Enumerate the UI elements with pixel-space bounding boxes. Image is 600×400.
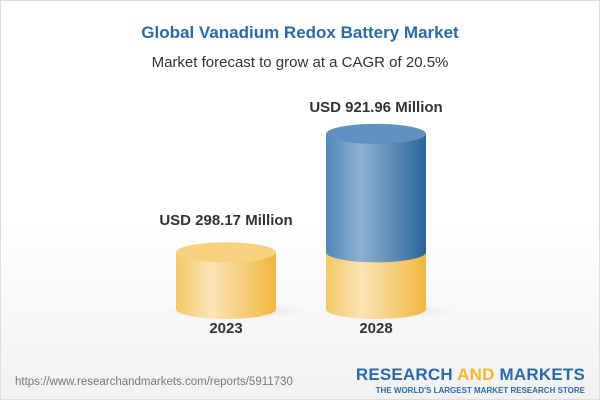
category-label-2023: 2023 bbox=[209, 320, 242, 337]
cylinder-base-2023-top bbox=[176, 242, 276, 263]
source-url[interactable]: https://www.researchandmarkets.com/repor… bbox=[15, 376, 293, 388]
chart-subtitle: Market forecast to grow at a CAGR of 20.… bbox=[151, 54, 449, 71]
chart-title: Global Vanadium Redox Battery Market bbox=[141, 23, 459, 42]
data-label-2028: USD 921.96 Million bbox=[309, 99, 442, 116]
data-label-2023: USD 298.17 Million bbox=[159, 212, 292, 229]
cylinder-growth-2028-body bbox=[326, 133, 426, 263]
cylinder-growth-2028-top bbox=[326, 123, 426, 144]
brand-logo: RESEARCH AND MARKETS THE WORLD'S LARGEST… bbox=[355, 365, 585, 395]
cylinder-base-2028-body bbox=[326, 252, 426, 319]
cylinder-base-2023-body bbox=[176, 252, 276, 319]
cylinder-chart: USD 298.17 Million USD 921.96 Million 20… bbox=[159, 99, 456, 337]
category-label-2028: 2028 bbox=[359, 320, 392, 337]
